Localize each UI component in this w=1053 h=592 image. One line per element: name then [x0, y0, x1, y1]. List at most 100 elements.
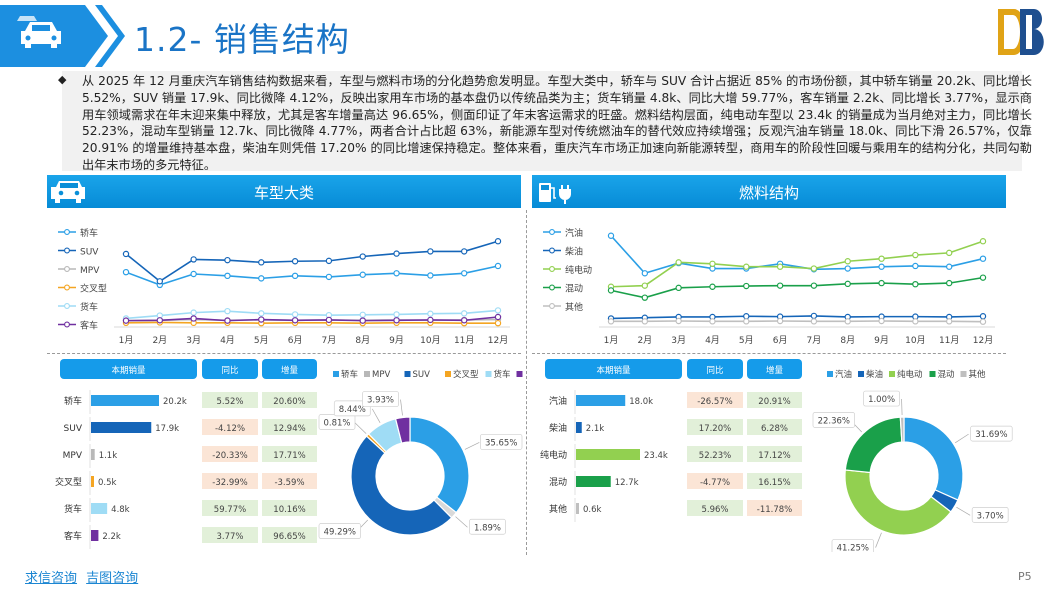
- data-point-混动: [607, 287, 615, 294]
- legend-label: 客车: [80, 320, 98, 332]
- yoy-cell-bg: [202, 419, 258, 435]
- data-label-box: [469, 518, 506, 535]
- increment-value: -3.59%: [274, 478, 304, 488]
- legend-marker-其他: [549, 303, 555, 309]
- data-point-混动: [878, 279, 885, 287]
- donut-label-其他: 1.00%: [863, 390, 900, 407]
- bar-value-label: 2.1k: [586, 424, 605, 434]
- x-tick-label: 9月: [389, 335, 404, 346]
- legend-label: 汽油: [565, 227, 583, 239]
- leader-line: [875, 532, 882, 548]
- section-header-vehicle: 车型大类: [47, 175, 521, 208]
- legend-label: 货车: [494, 369, 511, 380]
- legend-label: 汽油: [835, 369, 852, 380]
- data-point-纯电动: [743, 263, 750, 270]
- data-point-货车: [224, 307, 231, 315]
- increment-value: -11.78%: [757, 505, 792, 515]
- data-point-混动: [979, 274, 987, 281]
- data-point-客车: [359, 317, 366, 324]
- x-tick-label: 5月: [739, 335, 754, 346]
- yoy-value: 59.77%: [214, 505, 246, 515]
- increment-value: 16.15%: [758, 478, 790, 488]
- data-point-其他: [912, 318, 919, 325]
- data-label-box: [318, 523, 361, 539]
- bar-value-label: 20.2k: [163, 397, 187, 407]
- data-label: 3.93%: [367, 396, 394, 406]
- data-label-box: [970, 425, 1013, 442]
- summary-paragraph: 从 2025 年 12 月重庆汽车销售结构数据来看，车型与燃料市场的分化趋势愈发…: [82, 74, 1032, 172]
- yoy-value: -4.12%: [215, 424, 245, 434]
- legend-marker-轿车: [64, 229, 70, 235]
- increment-cell-bg: [747, 419, 802, 435]
- bar-汽油: [576, 395, 626, 406]
- donut-label-混动: 22.36%: [812, 412, 855, 428]
- row-label: 纯电动: [540, 449, 567, 461]
- data-point-纯电动: [675, 259, 682, 266]
- legend-label: 混动: [565, 284, 583, 295]
- data-point-纯电动: [912, 251, 919, 259]
- data-point-交叉型: [494, 319, 502, 327]
- data-point-汽油: [912, 262, 919, 270]
- divider-right: [532, 353, 1006, 354]
- data-point-其他: [776, 317, 784, 325]
- donut-label-MPV: 1.89%: [469, 518, 506, 535]
- increment-value: 17.71%: [273, 451, 305, 461]
- footer-link-2[interactable]: 吉图咨询: [86, 571, 139, 586]
- legend-marker-交叉型: [64, 284, 70, 291]
- bar-纯电动: [576, 449, 640, 460]
- data-point-混动: [743, 282, 750, 290]
- legend-marker-柴油: [549, 247, 555, 254]
- table-header: 增量: [766, 365, 784, 376]
- data-point-其他: [709, 318, 716, 325]
- data-point-纯电动: [810, 265, 818, 272]
- leader-line: [954, 433, 969, 444]
- yoy-cell-bg: [202, 500, 258, 516]
- diamond-bullet-icon: ◆: [58, 73, 67, 86]
- legend-swatch-客车: [516, 371, 523, 377]
- section-title-fuel: 燃料结构: [738, 184, 799, 202]
- data-label: 22.36%: [818, 416, 850, 426]
- increment-cell-bg: [262, 473, 317, 489]
- footer-link-1[interactable]: 求信咨询: [25, 571, 78, 586]
- row-label: 交叉型: [55, 476, 82, 488]
- data-point-货车: [190, 309, 197, 316]
- legend-swatch-混动: [929, 371, 936, 377]
- legend-label: 交叉型: [80, 283, 107, 295]
- page-number: P5: [1018, 570, 1032, 583]
- x-tick-label: 12月: [488, 335, 508, 346]
- donut-slice-客车: [394, 416, 411, 444]
- data-point-柴油: [810, 312, 818, 320]
- legend-marker-MPV: [64, 266, 70, 272]
- data-point-客车: [460, 317, 468, 324]
- row-label: 其他: [549, 503, 567, 515]
- data-label-box: [362, 391, 399, 407]
- legend-swatch-汽油: [827, 371, 833, 377]
- increment-cell-bg: [262, 392, 317, 408]
- row-label: 汽油: [549, 395, 567, 407]
- data-point-SUV: [460, 248, 468, 255]
- data-point-货车: [258, 310, 265, 317]
- bar-value-label: 1.1k: [99, 451, 118, 461]
- legend-swatch-其他: [960, 371, 967, 377]
- data-point-货车: [291, 311, 299, 318]
- yoy-cell-bg: [687, 392, 743, 408]
- yoy-value: 3.77%: [216, 532, 243, 542]
- donut-label-货车: 8.44%: [333, 400, 371, 417]
- increment-value: 20.91%: [758, 397, 790, 407]
- legend-label: 货车: [80, 301, 98, 313]
- bar-value-label: 23.4k: [644, 451, 668, 461]
- divider-left: [47, 353, 521, 354]
- data-point-轿车: [224, 272, 231, 280]
- yoy-value: 17.20%: [699, 424, 731, 434]
- table-header-bg: [545, 359, 682, 379]
- legend-swatch-货车: [485, 371, 492, 377]
- data-point-柴油: [979, 313, 987, 320]
- x-tick-label: 7月: [322, 335, 337, 346]
- data-point-混动: [641, 294, 649, 301]
- x-tick-label: 5月: [254, 335, 269, 346]
- bar-value-label: 17.9k: [155, 424, 179, 434]
- yoy-cell-bg: [202, 446, 258, 462]
- data-point-货车: [494, 307, 502, 314]
- leader-line: [400, 399, 403, 416]
